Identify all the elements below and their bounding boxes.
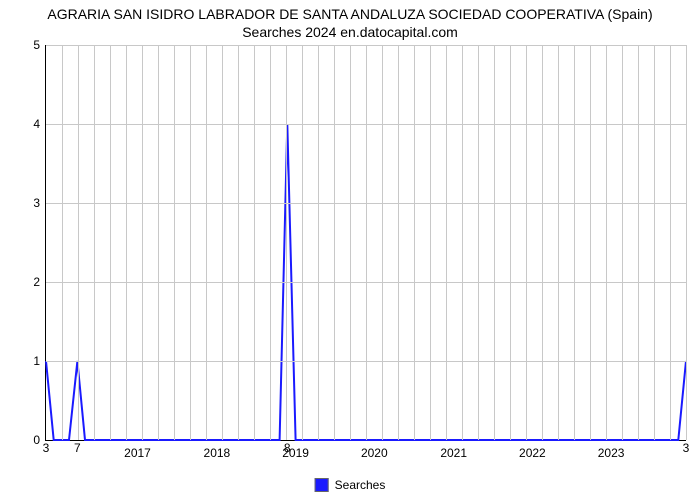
gridline-vertical	[574, 45, 575, 440]
gridline-vertical	[318, 45, 319, 440]
xtick-label: 2020	[361, 446, 388, 460]
legend-label: Searches	[335, 478, 386, 492]
gridline-vertical	[670, 45, 671, 440]
gridline-vertical	[398, 45, 399, 440]
gridline-vertical	[382, 45, 383, 440]
xtick-label: 2021	[440, 446, 467, 460]
gridline-vertical	[302, 45, 303, 440]
gridline-vertical	[606, 45, 607, 440]
gridline-vertical	[654, 45, 655, 440]
gridline-vertical	[206, 45, 207, 440]
plot-area: 01234520172018201920202021202220233783	[45, 45, 686, 441]
gridline-vertical	[94, 45, 95, 440]
baseline-number: 7	[74, 441, 81, 455]
gridline-vertical	[270, 45, 271, 440]
ytick-label: 0	[33, 433, 40, 447]
gridline-vertical	[622, 45, 623, 440]
gridline-vertical	[254, 45, 255, 440]
gridline-vertical	[638, 45, 639, 440]
gridline-vertical	[686, 45, 687, 440]
gridline-vertical	[158, 45, 159, 440]
gridline-vertical	[590, 45, 591, 440]
gridline-vertical	[142, 45, 143, 440]
ytick-label: 4	[33, 117, 40, 131]
gridline-vertical	[110, 45, 111, 440]
gridline-vertical	[430, 45, 431, 440]
legend-swatch	[315, 478, 329, 492]
gridline-vertical	[542, 45, 543, 440]
gridline-vertical	[126, 45, 127, 440]
gridline-vertical	[494, 45, 495, 440]
gridline-vertical	[510, 45, 511, 440]
ytick-label: 2	[33, 275, 40, 289]
gridline-vertical	[286, 45, 287, 440]
gridline-vertical	[446, 45, 447, 440]
baseline-number: 8	[284, 441, 291, 455]
baseline-number: 3	[43, 441, 50, 455]
xtick-label: 2023	[598, 446, 625, 460]
gridline-vertical	[350, 45, 351, 440]
baseline-number: 3	[683, 441, 690, 455]
ytick-label: 3	[33, 196, 40, 210]
xtick-label: 2017	[124, 446, 151, 460]
ytick-label: 1	[33, 354, 40, 368]
gridline-vertical	[62, 45, 63, 440]
gridline-vertical	[334, 45, 335, 440]
gridline-vertical	[190, 45, 191, 440]
gridline-vertical	[222, 45, 223, 440]
gridline-vertical	[78, 45, 79, 440]
gridline-vertical	[462, 45, 463, 440]
gridline-vertical	[478, 45, 479, 440]
chart-title: AGRARIA SAN ISIDRO LABRADOR DE SANTA AND…	[0, 5, 700, 41]
gridline-vertical	[558, 45, 559, 440]
gridline-vertical	[526, 45, 527, 440]
xtick-label: 2018	[204, 446, 231, 460]
gridline-vertical	[238, 45, 239, 440]
ytick-label: 5	[33, 38, 40, 52]
chart-container: AGRARIA SAN ISIDRO LABRADOR DE SANTA AND…	[0, 0, 700, 500]
gridline-vertical	[174, 45, 175, 440]
xtick-label: 2022	[519, 446, 546, 460]
gridline-vertical	[366, 45, 367, 440]
legend: Searches	[315, 478, 386, 492]
gridline-vertical	[414, 45, 415, 440]
